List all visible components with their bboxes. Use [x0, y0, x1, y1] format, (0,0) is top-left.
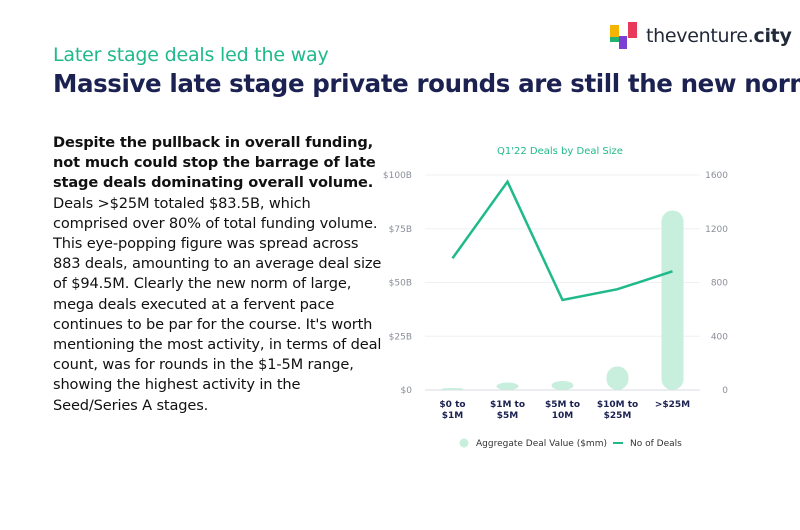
y-left-tick-label: $50B: [389, 279, 412, 289]
deals-line: [451, 179, 673, 302]
bar: [496, 382, 519, 390]
x-tick-label: $0 to $1M: [439, 400, 465, 421]
y-right-tick-label: 400: [711, 332, 728, 342]
x-tick-label: $1M to $5M: [490, 400, 525, 421]
y-left-tick-label: $25B: [389, 332, 412, 342]
legend-line-label: No of Deals: [630, 439, 682, 449]
bar: [661, 210, 684, 390]
page-subtitle: Later stage deals led the way: [53, 44, 329, 66]
y-right-tick-label: 0: [722, 386, 728, 396]
body-rest: Deals >$25M totaled $83.5B, which compri…: [53, 194, 382, 414]
logo-text: theventure.city: [646, 25, 792, 47]
legend-bar-label: Aggregate Deal Value ($mm): [476, 439, 607, 449]
y-left-tick-label: $100B: [383, 171, 412, 181]
x-tick-label: $5M to 10M: [545, 400, 580, 421]
bar: [551, 380, 574, 390]
y-right-tick-label: 1200: [705, 225, 728, 235]
page-title: Massive late stage private rounds are st…: [53, 69, 800, 98]
y-left-tick-label: $0: [401, 386, 413, 396]
bar: [441, 388, 464, 390]
bar: [606, 366, 629, 390]
deal-size-chart: Q1'22 Deals by Deal Size $0 $25B $50B $75B $1…: [383, 146, 728, 449]
x-tick-label: $10M to $25M: [597, 400, 638, 421]
chart-title: Q1'22 Deals by Deal Size: [497, 146, 623, 157]
y-right-tick-label: 1600: [705, 171, 728, 181]
x-tick-label: >$25M: [655, 400, 690, 410]
body-paragraph: Despite the pullback in overall funding,…: [53, 133, 383, 416]
logo-mark-icon: [610, 22, 637, 49]
body-lead: Despite the pullback in overall funding,…: [53, 134, 376, 192]
brand-logo[interactable]: theventure.city: [610, 22, 792, 50]
y-left-tick-label: $75B: [389, 225, 412, 235]
y-right-tick-label: 800: [711, 279, 728, 289]
legend-bar-swatch: [459, 438, 469, 448]
